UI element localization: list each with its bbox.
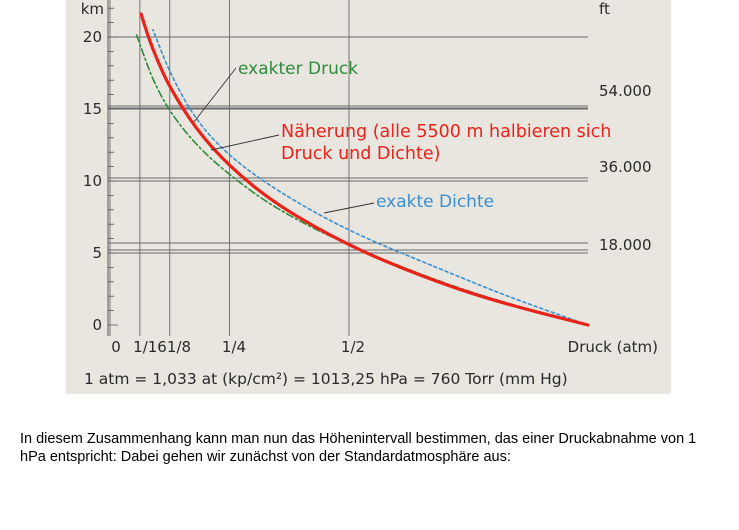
y-tick-label-20: 20 — [83, 28, 102, 46]
x-axis-label: Druck (atm) — [568, 338, 658, 356]
y-unit-left: km — [81, 0, 104, 18]
x-tick-label-1-8: 1/8 — [167, 338, 191, 356]
leader-naeherung — [210, 134, 280, 151]
annotation-naeherung-line1: Näherung (alle 5500 m halbieren sich — [281, 122, 611, 142]
leader-exakter-druck — [193, 67, 237, 123]
grid-lines — [108, 0, 588, 336]
annotation-exakter-druck: exakter Druck — [238, 59, 358, 79]
body-paragraph: In diesem Zusammenhang kann man nun das … — [20, 431, 697, 465]
annotation-exakte-dichte: exakte Dichte — [376, 192, 494, 212]
x-tick-label-1-2: 1/2 — [341, 338, 365, 356]
ft-label-36000: 36.000 — [599, 158, 652, 176]
pressure-height-chart: 0 5 10 15 20 km ft 54.000 36.000 18.000 0 1/16 1/8 1/… — [81, 0, 658, 388]
y-tick-label-10: 10 — [83, 172, 102, 190]
atmosphere-figure: 0 5 10 15 20 km ft 54.000 36.000 18.000 0 1/16 1/8 1/… — [66, 0, 671, 394]
curve-naeherung — [139, 12, 590, 327]
left-axis-ticks — [108, 7, 118, 326]
ft-label-18000: 18.000 — [599, 236, 652, 254]
annotation-naeherung-line2: Druck und Dichte) — [281, 144, 440, 164]
x-tick-label-1-4: 1/4 — [222, 338, 246, 356]
ft-label-54000: 54.000 — [599, 82, 652, 100]
x-tick-label-1-16: 1/16 — [133, 338, 167, 356]
y-unit-right: ft — [599, 0, 610, 18]
unit-footnote: 1 atm = 1,033 at (kp/cm²) = 1013,25 hPa … — [84, 370, 568, 388]
y-tick-label-5: 5 — [92, 244, 102, 262]
y-tick-label-15: 15 — [83, 100, 102, 118]
y-tick-label-0: 0 — [92, 316, 102, 334]
leader-exakte-dichte — [323, 202, 375, 214]
curve-exakte-dichte — [152, 29, 589, 326]
leader-lines — [193, 67, 375, 214]
x-tick-label-0: 0 — [111, 338, 121, 356]
curve-exakter-druck — [135, 33, 589, 326]
